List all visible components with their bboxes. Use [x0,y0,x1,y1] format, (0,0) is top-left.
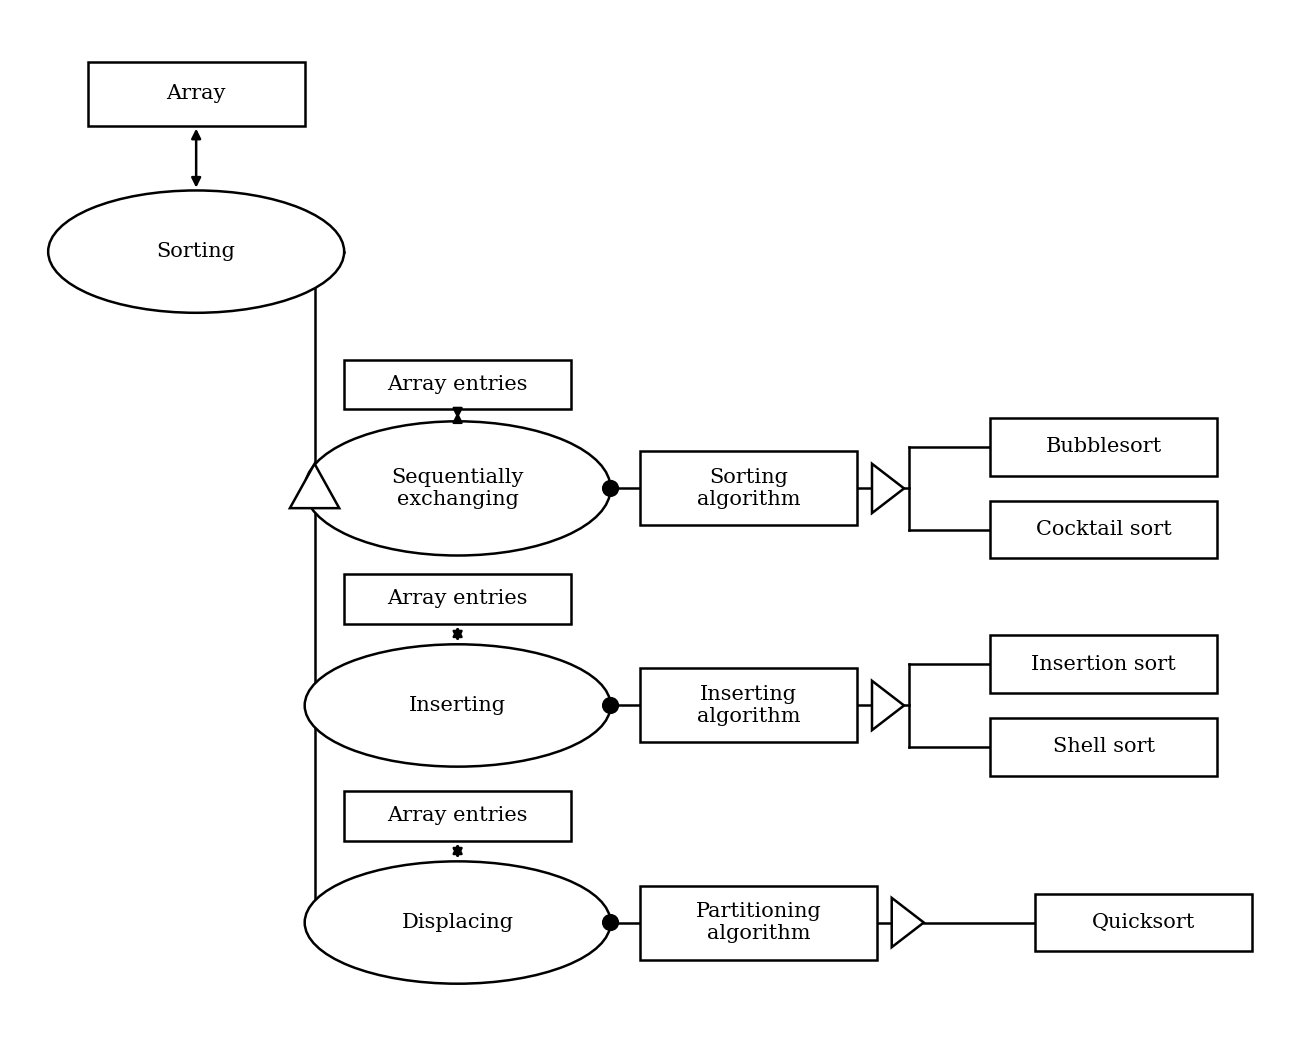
FancyBboxPatch shape [345,791,571,841]
Ellipse shape [304,645,610,767]
Polygon shape [872,681,904,730]
Text: Inserting
algorithm: Inserting algorithm [697,685,800,726]
FancyBboxPatch shape [345,574,571,624]
Polygon shape [290,464,340,509]
Text: Sorting
algorithm: Sorting algorithm [697,468,800,509]
FancyBboxPatch shape [640,452,857,525]
Polygon shape [891,898,924,948]
FancyBboxPatch shape [1034,894,1252,951]
Text: Shell sort: Shell sort [1053,737,1155,757]
Circle shape [602,481,618,496]
Ellipse shape [304,421,610,555]
Text: Displacing: Displacing [402,913,514,932]
Circle shape [602,914,618,930]
Text: Quicksort: Quicksort [1092,913,1196,932]
Text: Sequentially
exchanging: Sequentially exchanging [392,468,524,509]
FancyBboxPatch shape [640,668,857,742]
FancyBboxPatch shape [640,885,877,959]
Polygon shape [872,464,904,513]
Text: Array entries: Array entries [388,376,528,394]
Text: Inserting: Inserting [409,695,506,715]
Text: Partitioning
algorithm: Partitioning algorithm [696,902,821,944]
Text: Array: Array [167,84,226,103]
Text: Insertion sort: Insertion sort [1032,655,1176,674]
Text: Array entries: Array entries [388,590,528,608]
FancyBboxPatch shape [87,61,304,126]
Ellipse shape [304,862,610,984]
FancyBboxPatch shape [345,360,571,409]
Text: Sorting: Sorting [156,242,235,262]
FancyBboxPatch shape [990,718,1218,775]
FancyBboxPatch shape [990,635,1218,692]
Circle shape [602,698,618,713]
Text: Bubblesort: Bubblesort [1046,437,1162,457]
Ellipse shape [48,190,345,312]
Text: Array entries: Array entries [388,807,528,825]
FancyBboxPatch shape [990,501,1218,558]
Text: Cocktail sort: Cocktail sort [1036,520,1172,540]
FancyBboxPatch shape [990,418,1218,475]
